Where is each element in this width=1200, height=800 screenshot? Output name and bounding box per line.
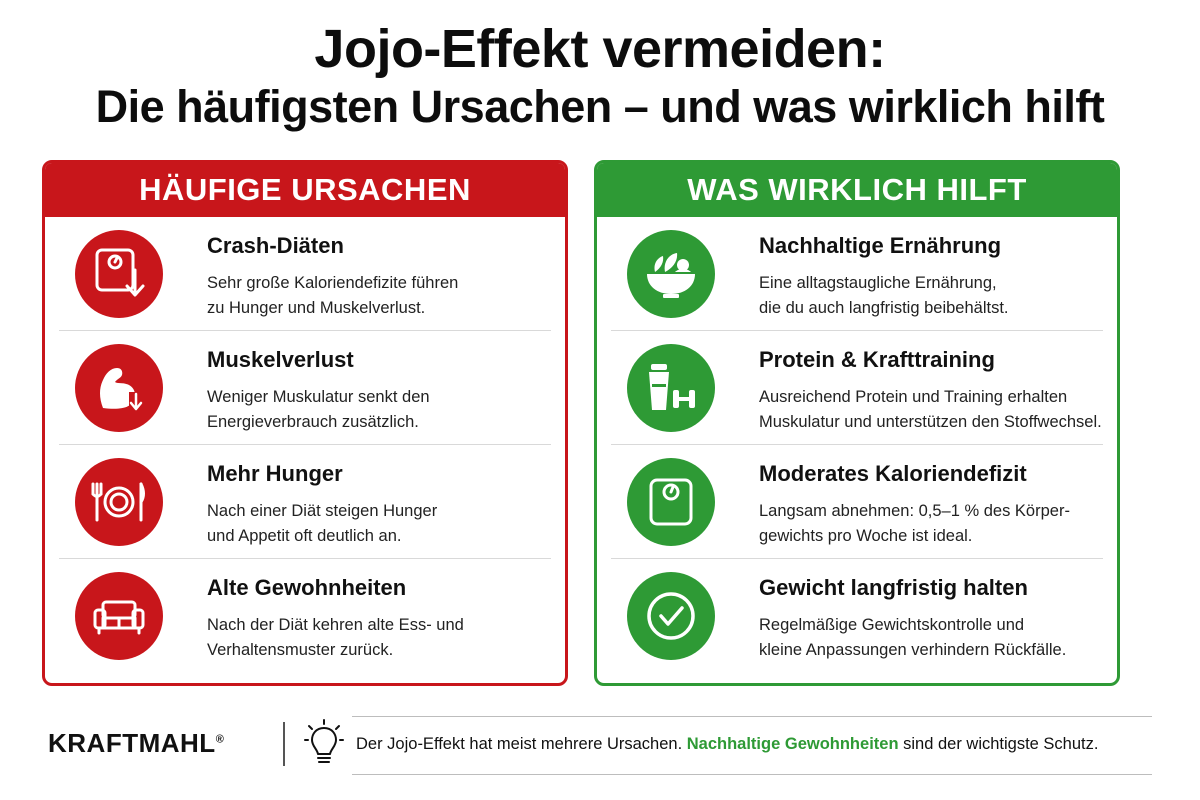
solution-title: Nachhaltige Ernährung <box>759 233 1002 258</box>
cause-text-line-2: zu Hunger und Muskelverlust. <box>207 299 426 317</box>
cause-title: Alte Gewohnheiten <box>207 575 407 600</box>
footer-rule-bottom <box>352 774 1152 775</box>
checkmark-icon <box>627 572 715 660</box>
cause-text: Nach der Diät kehren alte Ess- und Verha… <box>207 613 557 663</box>
solution-item-moderate-deficit: Moderates Kaloriendefizit Langsam abnehm… <box>611 445 1103 559</box>
solution-text: Regelmäßige Gewichtskontrolle und kleine… <box>759 613 1109 663</box>
cause-item-crash-diets: Crash-Diäten Sehr große Kaloriendefizite… <box>59 217 551 331</box>
cause-text-line-1: Nach einer Diät steigen Hunger <box>207 502 438 520</box>
footer-text-highlight: Nachhaltige Gewohnheiten <box>686 735 899 753</box>
cause-text: Nach einer Diät steigen Hunger und Appet… <box>207 499 557 549</box>
solution-text-line-2: gewichts pro Woche ist ideal. <box>759 527 973 545</box>
solution-text: Eine alltagstaugliche Ernährung, die du … <box>759 271 1109 321</box>
cause-item-more-hunger: Mehr Hunger Nach einer Diät steigen Hung… <box>59 445 551 559</box>
solution-title: Moderates Kaloriendefizit <box>759 461 1027 486</box>
plate-cutlery-icon <box>75 458 163 546</box>
solution-text: Ausreichend Protein und Training erhalte… <box>759 385 1109 435</box>
cause-text-line-1: Nach der Diät kehren alte Ess- und <box>207 616 464 634</box>
title-line-1: Jojo-Effekt vermeiden: <box>314 19 886 79</box>
cause-text-line-2: Energieverbrauch zusätzlich. <box>207 413 419 431</box>
solutions-panel: WAS WIRKLICH HILFT Nachhaltige Ernährung… <box>594 160 1120 686</box>
footer-tip: Der Jojo-Effekt hat meist mehrere Ursach… <box>356 735 1098 754</box>
brand-name: KRAFTMAHL <box>48 728 216 758</box>
cause-text-line-1: Weniger Muskulatur senkt den <box>207 388 430 406</box>
cause-title: Crash-Diäten <box>207 233 344 258</box>
solution-text-line-1: Ausreichend Protein und Training erhalte… <box>759 388 1068 406</box>
solution-text-line-1: Eine alltagstaugliche Ernährung, <box>759 274 997 292</box>
shaker-dumbbell-icon <box>627 344 715 432</box>
solution-text-line-2: kleine Anpassungen verhindern Rückfälle. <box>759 641 1067 659</box>
cause-item-muscle-loss: Muskelverlust Weniger Muskulatur senkt d… <box>59 331 551 445</box>
arm-muscle-icon <box>75 344 163 432</box>
solutions-header: WAS WIRKLICH HILFT <box>597 163 1117 217</box>
cause-text: Weniger Muskulatur senkt den Energieverb… <box>207 385 557 435</box>
solution-item-maintain-weight: Gewicht langfristig halten Regelmäßige G… <box>611 559 1103 673</box>
scale-down-icon <box>75 230 163 318</box>
cause-text: Sehr große Kaloriendefizite führen zu Hu… <box>207 271 557 321</box>
brand-logo: KRAFTMAHL® <box>48 728 224 759</box>
solution-title: Protein & Krafttraining <box>759 347 995 372</box>
solution-text-line-1: Regelmäßige Gewichtskontrolle und <box>759 616 1025 634</box>
page-title: Jojo-Effekt vermeiden: Die häufigsten Ur… <box>0 18 1200 134</box>
solution-item-protein-training: Protein & Krafttraining Ausreichend Prot… <box>611 331 1103 445</box>
solution-text: Langsam abnehmen: 0,5–1 % des Körper- ge… <box>759 499 1109 549</box>
cause-title: Muskelverlust <box>207 347 354 372</box>
sofa-icon <box>75 572 163 660</box>
brand-registered-mark: ® <box>215 733 225 746</box>
footer-text-before: Der Jojo-Effekt hat meist mehrere Ursach… <box>356 735 687 753</box>
lightbulb-icon <box>304 718 344 768</box>
solution-item-sustainable-nutrition: Nachhaltige Ernährung Eine alltagstaugli… <box>611 217 1103 331</box>
cause-item-old-habits: Alte Gewohnheiten Nach der Diät kehren a… <box>59 559 551 673</box>
cause-text-line-1: Sehr große Kaloriendefizite führen <box>207 274 459 292</box>
causes-panel: HÄUFIGE URSACHEN Crash-Diäten Sehr große… <box>42 160 568 686</box>
title-line-2: Die häufigsten Ursachen – und was wirkli… <box>95 81 1105 132</box>
cause-title: Mehr Hunger <box>207 461 343 486</box>
scale-icon <box>627 458 715 546</box>
footer-text-after: sind der wichtigste Schutz. <box>898 735 1099 753</box>
cause-text-line-2: Verhaltensmuster zurück. <box>207 641 394 659</box>
causes-header: HÄUFIGE URSACHEN <box>45 163 565 217</box>
solution-title: Gewicht langfristig halten <box>759 575 1028 600</box>
salad-bowl-icon <box>627 230 715 318</box>
cause-text-line-2: und Appetit oft deutlich an. <box>207 527 402 545</box>
solution-text-line-2: Muskulatur und unterstützen den Stoffwec… <box>759 413 1102 431</box>
solution-text-line-1: Langsam abnehmen: 0,5–1 % des Körper- <box>759 502 1070 520</box>
solution-text-line-2: die du auch langfristig beibehältst. <box>759 299 1009 317</box>
footer-divider <box>283 722 285 766</box>
footer-rule-top <box>352 716 1152 717</box>
